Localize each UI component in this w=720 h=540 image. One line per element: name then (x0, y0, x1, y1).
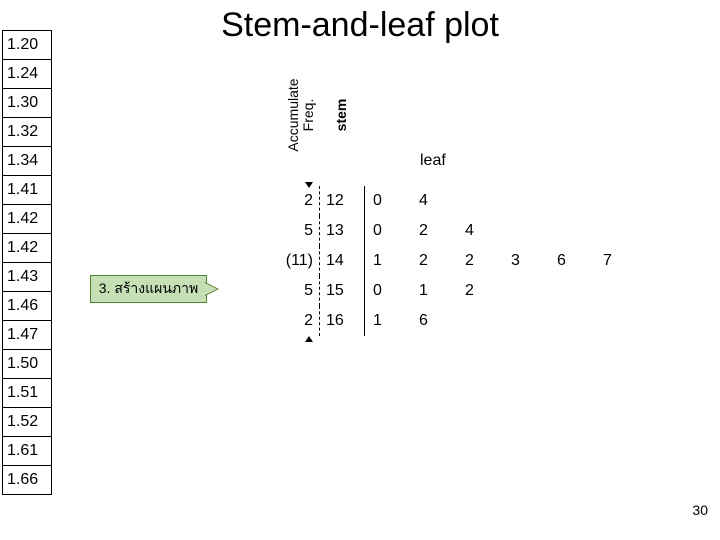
table-row: 513024 (265, 216, 641, 246)
acc-cell: 2 (265, 306, 320, 336)
leaf-cell (595, 216, 641, 246)
page-number: 30 (692, 502, 708, 518)
leaf-cell: 1 (411, 276, 457, 306)
leaf-cell (503, 276, 549, 306)
leaf-cell: 0 (365, 186, 412, 216)
leaf-cell (503, 186, 549, 216)
leaf-cell (503, 306, 549, 336)
leaf-cell (595, 276, 641, 306)
leaf-cell (595, 186, 641, 216)
side-value-cell: 1.47 (2, 320, 52, 350)
leaf-cell: 2 (411, 246, 457, 276)
stem-cell: 12 (320, 186, 365, 216)
leaf-cell (595, 306, 641, 336)
acc-cell: (11) (265, 246, 320, 276)
side-value-cell: 1.20 (2, 30, 52, 60)
leaf-cell: 0 (365, 276, 412, 306)
leaf-cell: 4 (411, 186, 457, 216)
side-value-cell: 1.42 (2, 233, 52, 263)
leaf-cell: 6 (549, 246, 595, 276)
leaf-cell: 6 (411, 306, 457, 336)
leaf-cell (549, 276, 595, 306)
leaf-cell: 0 (365, 216, 412, 246)
side-value-cell: 1.51 (2, 378, 52, 408)
stem-cell: 13 (320, 216, 365, 246)
header-stem: stem (333, 70, 349, 160)
side-value-cell: 1.61 (2, 436, 52, 466)
step-3-box: 3. สร้างแผนภาพ (90, 275, 207, 303)
table-row: (11)14122367 (265, 246, 641, 276)
leaf-cell (549, 186, 595, 216)
leaf-cell: 2 (411, 216, 457, 246)
side-value-cell: 1.52 (2, 407, 52, 437)
stem-cell: 14 (320, 246, 365, 276)
leaf-cell (457, 186, 503, 216)
step-3-arrow (205, 282, 219, 296)
leaf-cell: 3 (503, 246, 549, 276)
side-value-cell: 1.30 (2, 88, 52, 118)
header-accumulate-line1: Accumulate (285, 70, 301, 160)
table-row: 515012 (265, 276, 641, 306)
header-accumulate-line2: Freq. (300, 70, 316, 160)
leaf-cell: 1 (365, 306, 412, 336)
side-value-cell: 1.46 (2, 291, 52, 321)
side-value-cell: 1.43 (2, 262, 52, 292)
side-values-column: 1.201.241.301.321.341.411.421.421.431.46… (2, 30, 52, 495)
stem-cell: 15 (320, 276, 365, 306)
leaf-cell: 1 (365, 246, 412, 276)
acc-cell: 5 (265, 216, 320, 246)
leaf-cell: 7 (595, 246, 641, 276)
stem-leaf-table: 21204513024(11)1412236751501221616 (265, 186, 642, 336)
leaf-cell (503, 216, 549, 246)
side-value-cell: 1.50 (2, 349, 52, 379)
side-value-cell: 1.41 (2, 175, 52, 205)
acc-cell: 5 (265, 276, 320, 306)
leaf-cell (549, 216, 595, 246)
stem-cell: 16 (320, 306, 365, 336)
acc-cell: 2 (265, 186, 320, 216)
leaf-cell: 2 (457, 276, 503, 306)
leaf-cell (549, 306, 595, 336)
side-value-cell: 1.24 (2, 59, 52, 89)
side-value-cell: 1.32 (2, 117, 52, 147)
leaf-cell: 4 (457, 216, 503, 246)
header-leaf: leaf (420, 152, 446, 170)
leaf-cell: 2 (457, 246, 503, 276)
acc-tick-bottom (305, 336, 313, 342)
side-value-cell: 1.66 (2, 465, 52, 495)
side-value-cell: 1.42 (2, 204, 52, 234)
table-row: 21204 (265, 186, 641, 216)
side-value-cell: 1.34 (2, 146, 52, 176)
page-title: Stem-and-leaf plot (0, 6, 720, 45)
leaf-cell (457, 306, 503, 336)
table-row: 21616 (265, 306, 641, 336)
